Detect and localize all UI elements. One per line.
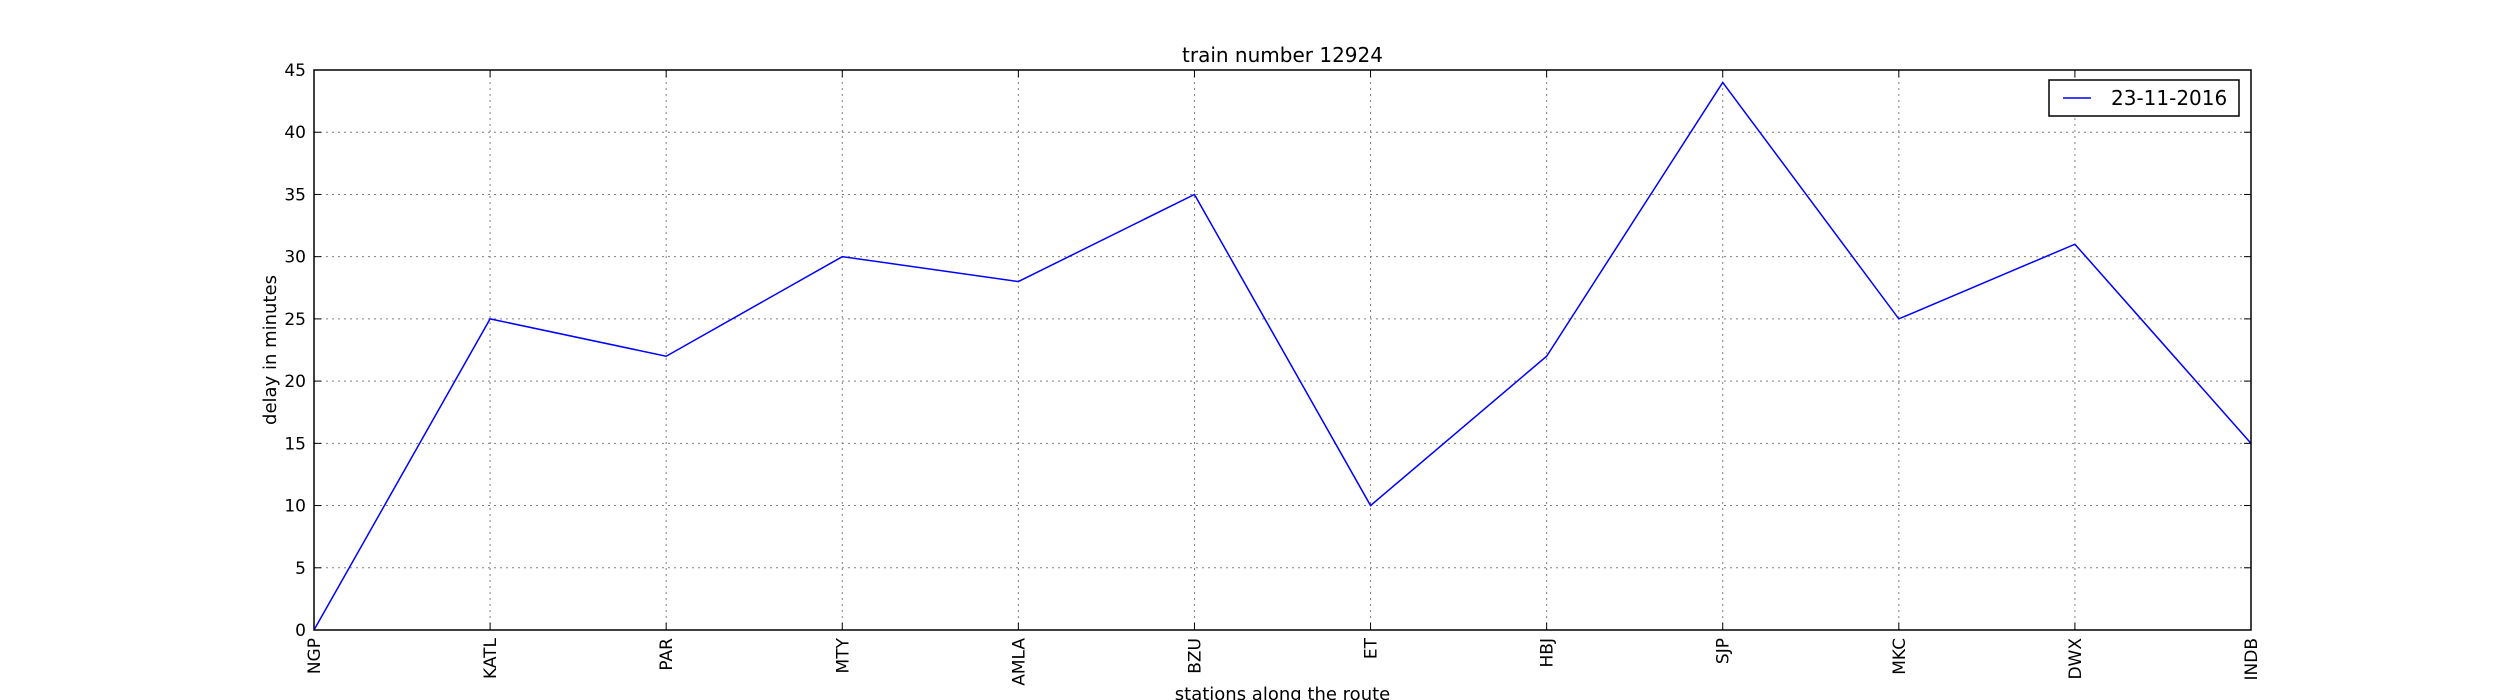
y-tick-label: 0 [295, 621, 306, 641]
chart-title: train number 12924 [1182, 43, 1383, 67]
y-tick-label: 30 [284, 248, 306, 268]
x-tick-label: AMLA [1009, 638, 1029, 686]
x-tick-label: KATL [481, 637, 501, 679]
x-tick-label: BZU [1185, 638, 1205, 674]
y-tick-label: 10 [284, 497, 306, 517]
series-layer [313, 81, 2252, 631]
y-tick-label: 45 [284, 61, 306, 81]
y-tick-label: 35 [284, 185, 306, 205]
y-tick-layer: 0 5 10 15 20 25 30 35 40 45 [284, 61, 2251, 641]
x-tick-label: MKC [1890, 638, 1910, 675]
x-tick-label: INDB [2242, 638, 2262, 680]
y-tick-label: 20 [284, 372, 306, 392]
legend-label: 23-11-2016 [2111, 86, 2227, 110]
x-tick-label: ET [1362, 637, 1382, 659]
x-tick-layer: NGP KATL PAR MTY AMLA BZU ET HBJ SJP MKC DWX INDB [305, 70, 2262, 686]
y-tick-label: 5 [295, 559, 306, 579]
x-tick-label: MTY [833, 637, 853, 673]
y-tick-label: 40 [284, 123, 306, 143]
series-line [313, 81, 2252, 631]
y-tick-label: 25 [284, 310, 306, 330]
grid-layer [314, 70, 2251, 630]
y-tick-label: 15 [284, 434, 306, 454]
x-axis-title: stations along the route [1175, 684, 1390, 700]
x-tick-label: DWX [2066, 638, 2086, 680]
legend: 23-11-2016 [2048, 79, 2240, 117]
x-tick-label: NGP [305, 638, 325, 674]
x-tick-label: PAR [657, 638, 677, 671]
x-tick-label: SJP [1714, 638, 1734, 664]
plot-frame [313, 69, 2252, 631]
y-axis-title: delay in minutes [260, 275, 281, 425]
x-tick-label: HBJ [1538, 638, 1558, 667]
